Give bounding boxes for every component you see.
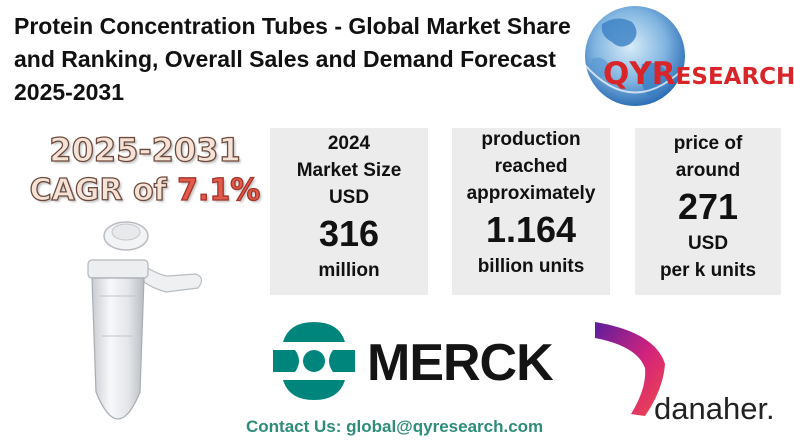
danaher-logo-icon: [595, 322, 665, 416]
cagr-value: 7.1%: [177, 172, 262, 208]
merck-wordmark: MERCK: [367, 334, 554, 392]
qyresearch-logo: QYRESEARCH: [572, 4, 794, 122]
merck-logo-icon: [273, 320, 355, 402]
brand-initial: QYR: [603, 56, 676, 92]
production-label-1: production: [481, 129, 581, 150]
price-value: 271: [677, 186, 739, 227]
production-value: 1.164: [485, 209, 577, 250]
production-box: production reached approximately 1.164 b…: [452, 128, 610, 295]
market-size-box: 2024 Market Size USD 316 million: [270, 128, 428, 295]
cagr-block: 2025-2031 CAGR of 7.1%: [20, 130, 270, 212]
market-size-label-1: 2024: [327, 133, 371, 154]
contact-line[interactable]: Contact Us: global@qyresearch.com: [246, 417, 544, 436]
market-size-label-3: USD: [328, 187, 370, 208]
page-title: Protein Concentration Tubes - Global Mar…: [14, 13, 571, 105]
cagr-years: 2025-2031: [49, 130, 242, 169]
danaher-wordmark: danaher.: [654, 391, 775, 426]
price-unit-2: per k units: [659, 260, 757, 281]
price-box: price of around 271 USD per k units: [635, 128, 781, 295]
market-size-value: 316: [318, 213, 380, 254]
price-label-1: price of: [673, 133, 743, 154]
cagr-line: CAGR of 7.1%: [20, 170, 270, 212]
brand-rest: ESEARCH: [675, 64, 794, 90]
production-label-2: reached: [494, 156, 568, 177]
price-unit-1: USD: [687, 233, 729, 254]
microcentrifuge-tube-icon: [87, 221, 203, 420]
market-size-unit: million: [318, 260, 380, 281]
production-label-3: approximately: [466, 183, 596, 204]
globe-icon: [583, 6, 691, 106]
production-unit: billion units: [477, 256, 585, 277]
price-label-2: around: [675, 160, 741, 181]
qyresearch-brand-text: QYRESEARCH: [603, 56, 794, 92]
market-size-label-2: Market Size: [296, 160, 402, 181]
cagr-prefix: CAGR of: [29, 172, 178, 208]
